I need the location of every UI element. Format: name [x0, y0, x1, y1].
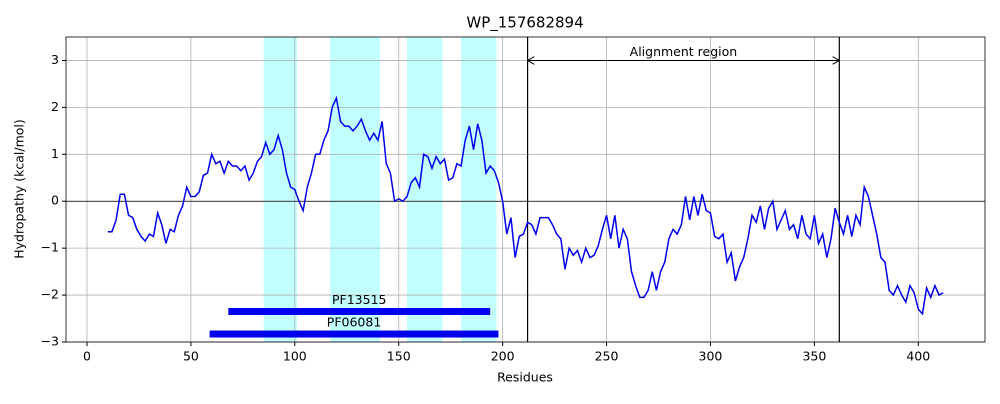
domain-bar [228, 308, 491, 315]
y-tick-label: 1 [51, 146, 59, 161]
chart-title: WP_157682894 [466, 14, 583, 33]
x-tick-label: 300 [699, 349, 723, 364]
y-tick-label: 3 [51, 52, 59, 67]
y-tick-label: −2 [41, 287, 59, 302]
x-tick-label: 200 [491, 349, 515, 364]
domain-label: PF06081 [327, 315, 382, 330]
y-tick-label: 0 [51, 193, 59, 208]
highlight-span [263, 37, 297, 342]
x-tick-label: 150 [387, 349, 411, 364]
domain-bar [209, 330, 499, 338]
x-tick-label: 350 [802, 349, 826, 364]
x-tick-label: 0 [83, 349, 91, 364]
y-axis-label: Hydropathy (kcal/mol) [12, 119, 27, 259]
x-tick-label: 100 [283, 349, 307, 364]
y-tick-label: −3 [41, 334, 59, 349]
y-tick-label: −1 [41, 240, 59, 255]
hydropathy-line [107, 95, 944, 316]
plot-frame [65, 36, 986, 343]
highlight-span [461, 37, 497, 342]
domain-label: PF13515 [332, 292, 387, 307]
x-axis-label: Residues [497, 370, 553, 385]
highlight-span [330, 37, 381, 342]
x-tick-label: 250 [595, 349, 619, 364]
highlight-span [407, 37, 443, 342]
y-tick-label: 2 [51, 99, 59, 114]
annotation-label: Alignment region [630, 44, 738, 59]
x-tick-label: 50 [183, 349, 199, 364]
x-tick-label: 400 [906, 349, 930, 364]
